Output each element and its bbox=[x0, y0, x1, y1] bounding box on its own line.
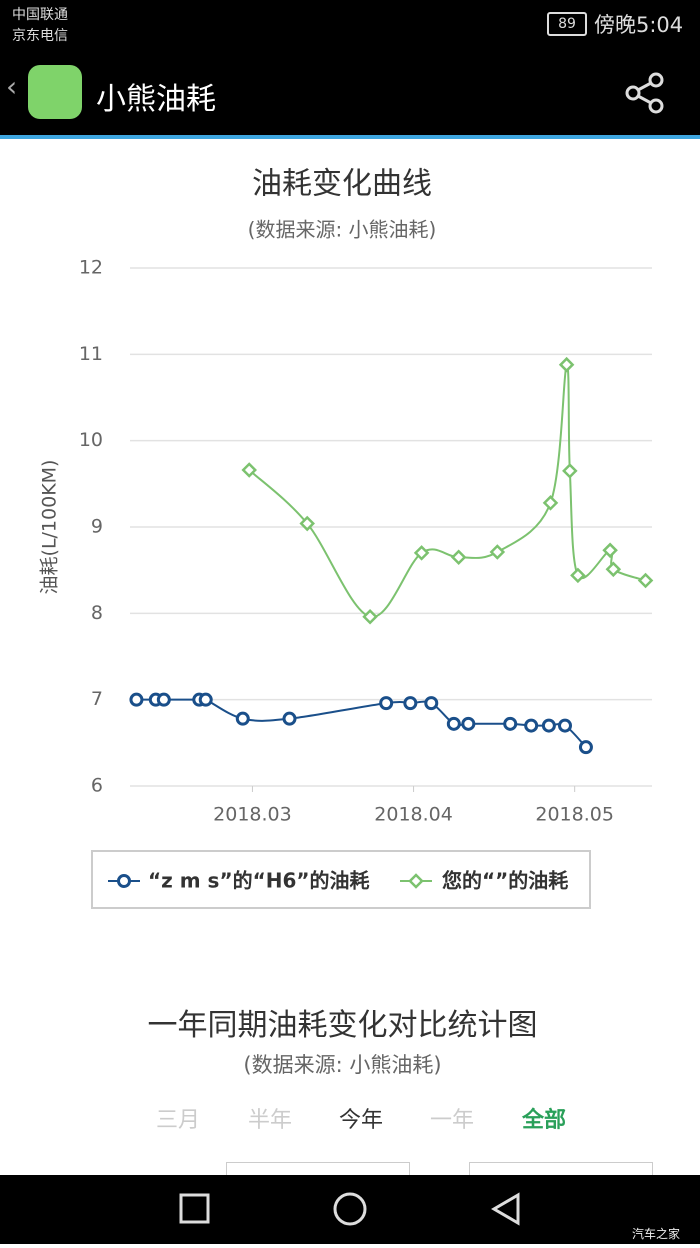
point bbox=[541, 718, 556, 733]
point bbox=[299, 515, 315, 532]
x-tick-label: 2018.03 bbox=[213, 804, 292, 826]
chart-title: 油耗变化曲线 bbox=[252, 167, 432, 202]
status-bar: 中国联通 京东电信 89 傍晚5:04 bbox=[0, 0, 700, 48]
nav-bar: 汽车之家 bbox=[0, 1175, 700, 1244]
y-axis-label: 油耗(L/100KM) bbox=[39, 460, 61, 595]
legend-label: “z m s”的“H6”的油耗 bbox=[148, 869, 370, 893]
point bbox=[156, 692, 171, 707]
comparison-subtitle: (数据来源: 小熊油耗) bbox=[243, 1053, 442, 1077]
carrier: 中国联通 bbox=[12, 7, 68, 23]
point bbox=[524, 718, 539, 733]
y-tick-label: 9 bbox=[91, 516, 103, 538]
battery: 89 bbox=[547, 12, 587, 36]
y-tick-label: 6 bbox=[91, 775, 103, 797]
tab[interactable]: 一年 bbox=[429, 1108, 474, 1133]
tab[interactable]: 今年 bbox=[338, 1108, 383, 1133]
watermark: 汽车之家 bbox=[632, 1227, 681, 1241]
clock: 傍晚5:04 bbox=[594, 13, 684, 37]
back-button[interactable]: ‹ bbox=[6, 70, 18, 103]
point bbox=[558, 356, 575, 373]
tab[interactable]: 半年 bbox=[247, 1108, 292, 1133]
point bbox=[403, 696, 418, 711]
legend-marker bbox=[408, 873, 424, 889]
back-nav-button[interactable] bbox=[491, 1192, 520, 1226]
legend-label: 您的“”的油耗 bbox=[442, 869, 568, 893]
point bbox=[562, 463, 578, 479]
point bbox=[235, 711, 250, 726]
app-title: 小熊油耗 bbox=[96, 82, 216, 117]
point bbox=[461, 716, 476, 731]
y-tick-label: 10 bbox=[79, 429, 103, 451]
y-tick-label: 12 bbox=[79, 257, 103, 279]
y-tick-label: 7 bbox=[91, 688, 103, 710]
y-tick-label: 8 bbox=[91, 602, 103, 624]
home-button[interactable] bbox=[333, 1192, 367, 1226]
point bbox=[446, 716, 461, 731]
comparison-title: 一年同期油耗变化对比统计图 bbox=[147, 1008, 538, 1043]
point bbox=[282, 711, 297, 726]
point bbox=[241, 462, 257, 478]
point bbox=[198, 692, 213, 707]
point bbox=[570, 567, 586, 584]
point bbox=[413, 545, 430, 561]
app-icon bbox=[28, 65, 82, 119]
x-tick-label: 2018.04 bbox=[374, 804, 453, 826]
point bbox=[637, 572, 654, 589]
point bbox=[424, 696, 439, 711]
point bbox=[578, 740, 593, 755]
point bbox=[129, 692, 144, 707]
point bbox=[362, 609, 378, 625]
tab[interactable]: 全部 bbox=[521, 1108, 566, 1133]
point bbox=[542, 495, 559, 511]
tab[interactable]: 三月 bbox=[155, 1108, 200, 1133]
series-line bbox=[248, 363, 646, 618]
legend-marker bbox=[117, 874, 131, 888]
point bbox=[379, 696, 394, 711]
recent-button[interactable] bbox=[179, 1193, 210, 1224]
point bbox=[602, 542, 618, 559]
nav-buttons bbox=[179, 1192, 520, 1226]
point bbox=[489, 544, 506, 560]
point bbox=[503, 716, 518, 731]
y-tick-label: 11 bbox=[79, 343, 103, 365]
carrier: 京东电信 bbox=[12, 28, 68, 44]
chart-subtitle: (数据来源: 小熊油耗) bbox=[248, 218, 437, 242]
legend bbox=[91, 850, 591, 909]
app-bar: ‹ 小熊油耗 bbox=[0, 48, 700, 139]
point bbox=[605, 561, 622, 578]
chart: 油耗变化曲线 (数据来源: 小熊油耗) 油耗(L/100KM) 6 7 8 9 10 11 12 2… bbox=[39, 167, 654, 909]
point bbox=[558, 718, 572, 733]
point bbox=[450, 549, 467, 565]
share-button[interactable] bbox=[624, 72, 666, 114]
x-tick-label: 2018.05 bbox=[535, 804, 614, 826]
